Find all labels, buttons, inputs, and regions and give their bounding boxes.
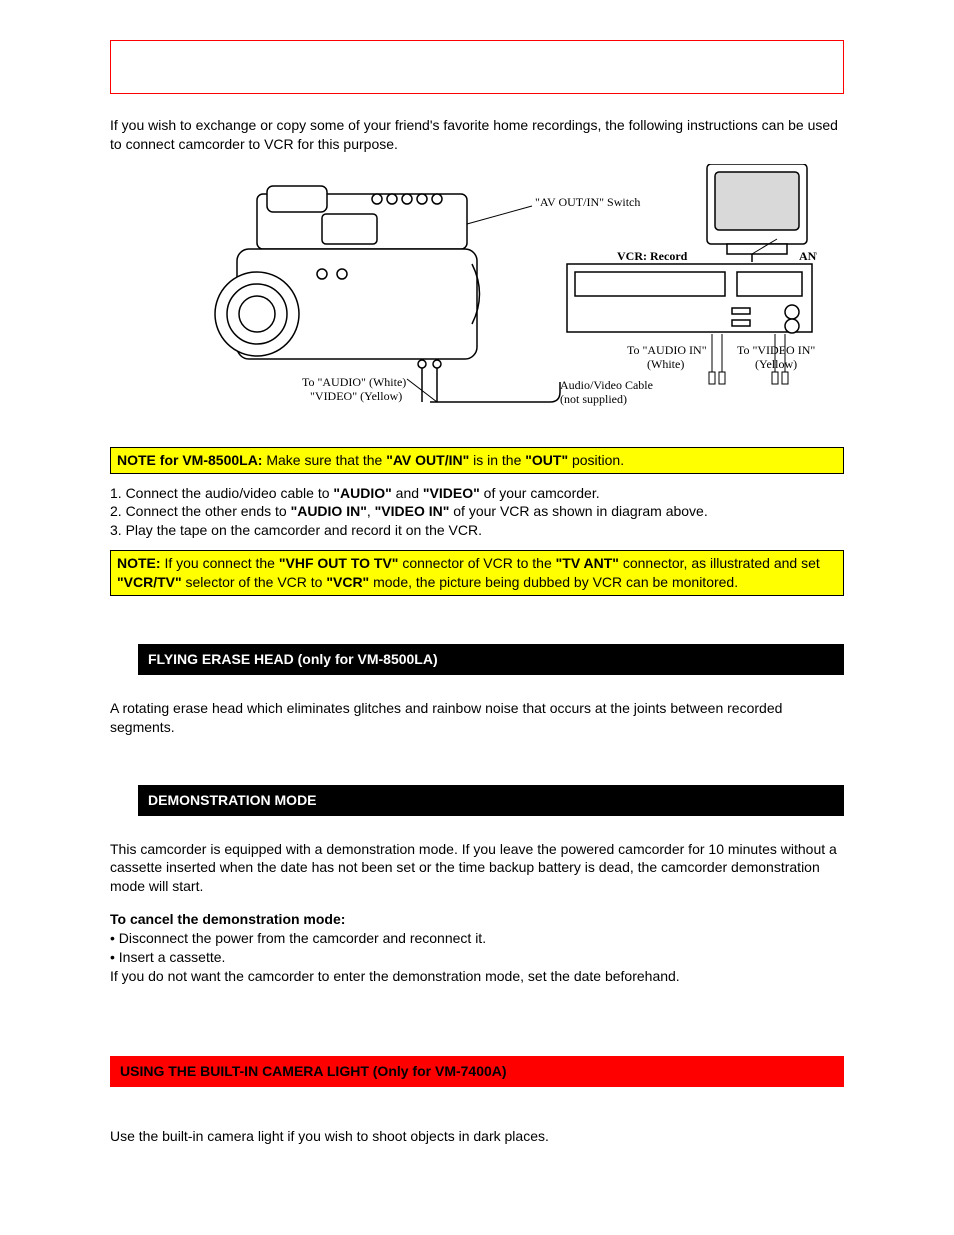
note1-t2: is in the (469, 452, 525, 468)
note1-prefix: NOTE for VM-8500LA: (117, 452, 262, 468)
step-1: 1. Connect the audio/video cable to "AUD… (110, 484, 844, 503)
intro-text: If you wish to exchange or copy some of … (110, 116, 844, 154)
note1-t3: position. (568, 452, 624, 468)
flying-erase-header: FLYING ERASE HEAD (only for VM-8500LA) (110, 644, 844, 675)
note-vm8500la: NOTE for VM-8500LA: Make sure that the "… (110, 447, 844, 474)
demo-mode-header: DEMONSTRATION MODE (110, 785, 844, 816)
note2-prefix: NOTE: (117, 555, 161, 571)
demo-cancel-title: To cancel the demonstration mode: (110, 910, 844, 929)
note1-t1: Make sure that the (262, 452, 386, 468)
connection-steps: 1. Connect the audio/video cable to "AUD… (110, 484, 844, 541)
demo-cancel-2: • Insert a cassette. (110, 948, 844, 967)
note-monitor: NOTE: If you connect the "VHF OUT TO TV"… (110, 550, 844, 596)
note1-b1: "AV OUT/IN" (386, 452, 469, 468)
label-to-audio-white: To "AUDIO" (White) (302, 375, 406, 389)
demo-cancel-block: To cancel the demonstration mode: • Disc… (110, 910, 844, 986)
camera-light-body: Use the built-in camera light if you wis… (110, 1127, 844, 1146)
camera-light-header: USING THE BUILT-IN CAMERA LIGHT (Only fo… (110, 1056, 844, 1087)
label-to-video-yellow: "VIDEO" (Yellow) (310, 389, 402, 403)
connection-diagram: "AV OUT/IN" Switch VCR: Record ANT To "A… (110, 164, 844, 429)
demo-mode-body: This camcorder is equipped with a demons… (110, 840, 844, 897)
label-video-in-2: (Yellow) (755, 357, 797, 371)
top-red-box (110, 40, 844, 94)
label-vcr-record: VCR: Record (617, 249, 688, 263)
label-audio-in-2: (White) (647, 357, 684, 371)
label-av-cable-2: (not supplied) (560, 392, 627, 406)
step-3: 3. Play the tape on the camcorder and re… (110, 521, 844, 540)
demo-cancel-3: If you do not want the camcorder to ente… (110, 967, 844, 986)
note1-b2: "OUT" (525, 452, 568, 468)
label-ant: ANT (799, 249, 817, 263)
label-audio-in-1: To "AUDIO IN" (627, 343, 707, 357)
label-av-cable-1: Audio/Video Cable (560, 378, 653, 392)
flying-erase-body: A rotating erase head which eliminates g… (110, 699, 844, 737)
step-2: 2. Connect the other ends to "AUDIO IN",… (110, 502, 844, 521)
demo-cancel-1: • Disconnect the power from the camcorde… (110, 929, 844, 948)
label-av-switch: "AV OUT/IN" Switch (535, 195, 640, 209)
label-video-in-1: To "VIDEO IN" (737, 343, 815, 357)
